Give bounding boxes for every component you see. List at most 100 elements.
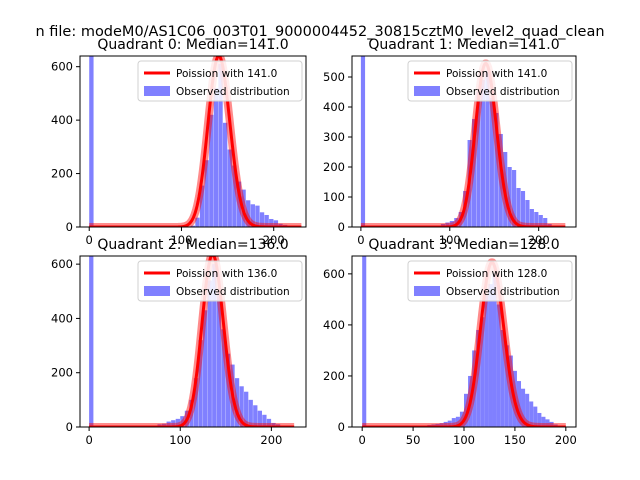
legend-observed-label: Observed distribution xyxy=(446,286,560,298)
x-tick-label: 0 xyxy=(86,233,93,247)
legend-box xyxy=(407,60,573,102)
legend-observed-swatch xyxy=(144,86,170,96)
chart-panel-0: 0 100 200 0 200 400 600 Poission with 141.0 Obse… xyxy=(51,37,307,247)
x-tick-label: 50 xyxy=(406,433,421,447)
legend-observed-swatch xyxy=(414,286,440,296)
histogram-bar xyxy=(171,420,176,427)
histogram-bar xyxy=(166,421,171,427)
x-tick-label: 100 xyxy=(169,433,191,447)
histogram-bar xyxy=(209,114,214,227)
histogram-bar xyxy=(516,188,521,227)
histogram-bar xyxy=(449,221,454,227)
histogram-bar xyxy=(498,134,503,227)
y-tick-label: 0 xyxy=(66,220,73,234)
histogram-bar xyxy=(212,264,217,427)
histogram-bar xyxy=(494,113,499,227)
legend: Poission with 136.0 Observed distribution xyxy=(137,260,303,302)
histogram-bar xyxy=(439,423,444,427)
histogram-bar xyxy=(484,294,489,427)
histogram-bar xyxy=(216,291,221,427)
histogram-bar xyxy=(222,122,228,227)
histogram-bar xyxy=(203,310,208,427)
histogram-bar xyxy=(264,214,269,227)
histogram-bar xyxy=(480,80,486,227)
histogram-bar xyxy=(271,422,276,427)
y-tick-label: 0 xyxy=(338,420,345,434)
legend-box xyxy=(137,60,303,102)
chart-title: Quadrant 2: Median=136.0 xyxy=(97,237,288,253)
histogram-bar xyxy=(262,414,267,427)
histogram-bar xyxy=(537,412,542,427)
x-tick-label: 0 xyxy=(359,433,366,447)
legend-box xyxy=(137,260,303,302)
histogram-bar xyxy=(199,185,205,227)
histogram-bar xyxy=(234,378,240,427)
histogram-bar xyxy=(454,218,459,227)
histogram-bar xyxy=(447,420,452,427)
histogram-bar xyxy=(480,317,485,427)
histogram-bar xyxy=(269,218,274,227)
histogram-bar xyxy=(508,355,513,427)
histogram-bar xyxy=(259,212,265,227)
legend-observed-swatch xyxy=(144,286,170,296)
figure-suptitle: n file: modeM0/AS1C06_003T01_9000004452_… xyxy=(35,24,604,40)
legend: Poission with 128.0 Observed distribution xyxy=(407,260,573,302)
x-tick-label: 0 xyxy=(357,233,364,247)
histogram-bar xyxy=(538,215,543,227)
histogram-bar xyxy=(207,280,212,427)
histogram-bar xyxy=(543,218,548,227)
x-tick-label: 200 xyxy=(263,233,285,247)
histogram-bar xyxy=(273,220,279,227)
x-tick-label: 200 xyxy=(528,233,550,247)
histogram-bar xyxy=(496,304,501,427)
chart-title: Quadrant 3: Median=128.0 xyxy=(368,237,559,253)
histogram-bar xyxy=(189,399,194,427)
histogram-bar xyxy=(239,386,244,427)
histogram-bar xyxy=(278,223,283,227)
axes-frame xyxy=(351,55,577,228)
histogram-bar xyxy=(520,191,526,227)
histogram-bar xyxy=(445,222,450,227)
histogram-bar xyxy=(489,98,494,227)
y-tick-label: 300 xyxy=(323,130,345,144)
poisson-curve xyxy=(361,260,567,427)
y-tick-label: 600 xyxy=(51,257,73,271)
histogram-bar xyxy=(533,406,538,427)
x-tick-label: 100 xyxy=(453,433,475,447)
histogram-bar xyxy=(218,64,223,227)
histogram-bar xyxy=(244,391,249,427)
histogram-bar xyxy=(232,165,237,227)
plot-area xyxy=(359,256,569,427)
y-tick-label: 0 xyxy=(338,220,345,234)
histogram-bar xyxy=(162,423,167,427)
legend-observed-label: Observed distribution xyxy=(446,86,560,98)
histogram-bar xyxy=(221,329,226,427)
legend-poisson-label: Poission with 141.0 xyxy=(176,68,277,80)
histogram-bar xyxy=(190,225,196,227)
histogram-bar xyxy=(246,200,251,227)
y-tick-label: 600 xyxy=(323,267,345,281)
histogram-bar xyxy=(534,212,539,227)
histogram-bar xyxy=(255,205,260,227)
chart-panel-2: 0 100 200 0 200 400 600 Poission with 136.0 Obse… xyxy=(51,237,307,447)
x-tick-label: 0 xyxy=(85,433,92,447)
histogram-bar xyxy=(464,393,469,427)
legend-observed-swatch xyxy=(414,86,440,96)
histogram-bar xyxy=(485,71,490,227)
histogram-bar xyxy=(516,381,522,427)
y-tick-label: 400 xyxy=(51,311,73,325)
legend-box xyxy=(407,260,573,302)
y-tick-label: 100 xyxy=(323,190,345,204)
chart-title: Quadrant 0: Median=141.0 xyxy=(97,37,288,53)
y-tick-label: 200 xyxy=(323,160,345,174)
legend: Poission with 141.0 Observed distribution xyxy=(137,60,303,102)
histogram-bar xyxy=(227,149,232,227)
histogram-bar xyxy=(507,167,512,227)
histogram-bar xyxy=(180,416,185,427)
histogram-bar xyxy=(253,405,258,427)
histogram-bar xyxy=(529,209,534,227)
histogram-bar xyxy=(248,399,253,427)
chart-panel-3: 0 50 100 150 200 0 200 400 600 Poission with 128.… xyxy=(323,237,577,447)
histogram-bar xyxy=(521,388,526,427)
histogram-bar xyxy=(455,416,460,427)
